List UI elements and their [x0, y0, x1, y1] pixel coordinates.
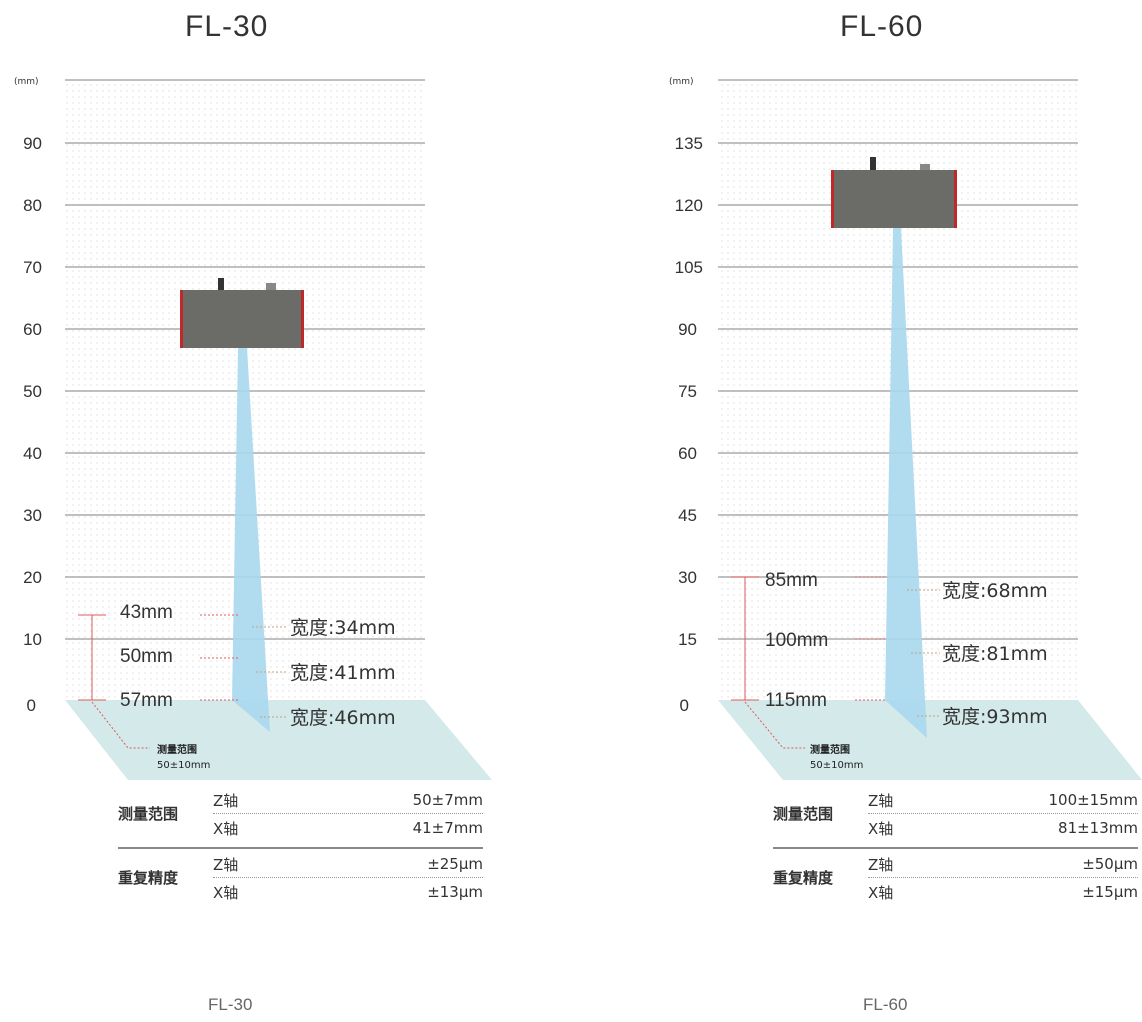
spec-group-name: 重复精度: [773, 869, 834, 887]
spec-axis-label: X轴: [868, 883, 894, 902]
unit-label: (mm): [14, 77, 39, 87]
spec-axis-label: X轴: [213, 819, 239, 838]
y-tick-label: 60: [678, 444, 697, 463]
y-tick-label: 10: [23, 630, 42, 649]
spec-axis-label: X轴: [213, 883, 239, 902]
distance-label: 85mm: [765, 570, 818, 591]
spec-axis-label: X轴: [868, 819, 894, 838]
range-note-title: 测量范围: [157, 743, 197, 756]
distance-label: 43mm: [120, 602, 173, 623]
panel-caption: FL-60: [863, 995, 908, 1014]
panel-fl30: FL-30 (mm) 90 80 70 60 50: [0, 0, 560, 1022]
floor-plane: [65, 700, 492, 780]
range-note-title: 测量范围: [810, 743, 850, 756]
spec-axis-label: Z轴: [213, 855, 239, 874]
y-tick-label: 120: [675, 196, 703, 215]
spec-group-measure-range: 测量范围 Z轴 50±7mm X轴 41±7mm: [118, 785, 483, 843]
y-tick-label: 70: [23, 258, 42, 277]
spec-row: X轴 ±15μm: [868, 879, 1138, 905]
spec-axis-label: Z轴: [868, 791, 894, 810]
spec-value: 50±7mm: [412, 791, 483, 809]
spec-value: 41±7mm: [412, 819, 483, 837]
range-note-value: 50±10mm: [810, 760, 863, 771]
spec-group-name: 重复精度: [118, 869, 179, 887]
y-tick-label: 0: [27, 696, 36, 715]
panel-caption: FL-30: [208, 995, 253, 1014]
spec-value: ±13μm: [427, 883, 483, 901]
spec-group-repeatability: 重复精度 Z轴 ±25μm X轴 ±13μm: [118, 847, 483, 911]
spec-value: ±15μm: [1082, 883, 1138, 901]
diagram-fl30: (mm) 90 80 70 60 50 40 30 20 10 0: [14, 77, 492, 780]
y-tick-label: 45: [678, 506, 697, 525]
width-label: 宽度:46mm: [290, 707, 396, 729]
panel-fl60: FL-60 (mm) 135 120 105 90 75 60: [655, 0, 1142, 1022]
panel-title: FL-30: [185, 10, 269, 43]
spec-table: 测量范围 Z轴 50±7mm X轴 41±7mm 重复精度 Z轴 ±25μm X…: [118, 785, 483, 911]
spec-value: 81±13mm: [1058, 819, 1138, 837]
spec-group-name: 测量范围: [118, 805, 179, 823]
width-label: 宽度:81mm: [942, 643, 1048, 665]
y-tick-label: 105: [675, 258, 703, 277]
sensor-body: [831, 157, 957, 228]
sensor-body: [180, 278, 304, 348]
spec-axis-label: Z轴: [868, 855, 894, 874]
range-note-leader: [91, 701, 150, 749]
spec-row: X轴 ±13μm: [213, 879, 483, 905]
spec-value: ±50μm: [1082, 855, 1138, 873]
spec-axis-label: Z轴: [213, 791, 239, 810]
y-tick-label: 30: [23, 506, 42, 525]
laser-beam: [232, 348, 270, 732]
spec-group-name: 测量范围: [773, 805, 834, 823]
width-label: 宽度:68mm: [942, 580, 1048, 602]
spec-row: Z轴 50±7mm: [213, 787, 483, 814]
y-tick-label: 135: [675, 134, 703, 153]
y-tick-label: 90: [23, 134, 42, 153]
spec-group-measure-range: 测量范围 Z轴 100±15mm X轴 81±13mm: [773, 785, 1138, 843]
width-label: 宽度:41mm: [290, 662, 396, 684]
floor-plane: [718, 700, 1142, 780]
spec-row: Z轴 ±25μm: [213, 851, 483, 878]
spec-row: Z轴 100±15mm: [868, 787, 1138, 814]
range-note-value: 50±10mm: [157, 760, 210, 771]
distance-label: 57mm: [120, 690, 173, 711]
y-tick-label: 50: [23, 382, 42, 401]
spec-value: 100±15mm: [1048, 791, 1138, 809]
width-label: 宽度:93mm: [942, 706, 1048, 728]
spec-group-repeatability: 重复精度 Z轴 ±50μm X轴 ±15μm: [773, 847, 1138, 911]
laser-beam: [885, 228, 927, 738]
spec-table: 测量范围 Z轴 100±15mm X轴 81±13mm 重复精度 Z轴 ±50μ…: [773, 785, 1138, 911]
y-tick-label: 40: [23, 444, 42, 463]
y-tick-label: 15: [678, 630, 697, 649]
diagram-fl60: (mm) 135 120 105 90 75 60 45 30 15 0: [669, 77, 1142, 780]
y-tick-label: 20: [23, 568, 42, 587]
spec-row: Z轴 ±50μm: [868, 851, 1138, 878]
distance-label: 100mm: [765, 630, 828, 651]
panel-title: FL-60: [840, 10, 924, 43]
y-tick-label: 30: [678, 568, 697, 587]
width-label: 宽度:34mm: [290, 617, 396, 639]
spec-row: X轴 81±13mm: [868, 815, 1138, 841]
y-tick-label: 80: [23, 196, 42, 215]
distance-label: 115mm: [765, 690, 827, 711]
y-tick-label: 90: [678, 320, 697, 339]
distance-label: 50mm: [120, 646, 173, 667]
spec-value: ±25μm: [427, 855, 483, 873]
y-tick-label: 0: [680, 696, 689, 715]
spec-row: X轴 41±7mm: [213, 815, 483, 841]
unit-label: (mm): [669, 77, 694, 87]
y-tick-label: 60: [23, 320, 42, 339]
y-tick-label: 75: [678, 382, 697, 401]
